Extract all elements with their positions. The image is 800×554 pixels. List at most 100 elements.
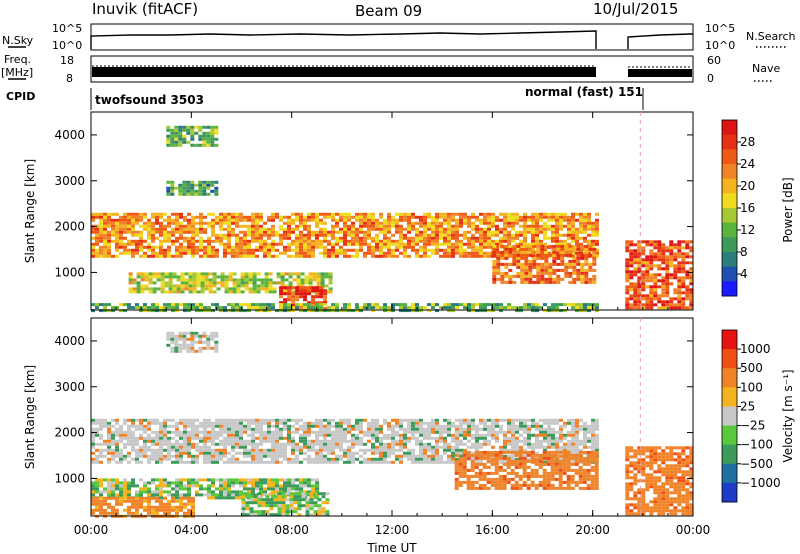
echo-cell xyxy=(174,137,179,141)
echo-cell xyxy=(183,478,187,482)
echo-cell xyxy=(447,445,451,449)
echo-cell xyxy=(277,498,282,502)
echo-cell xyxy=(143,215,147,219)
echo-cell xyxy=(359,230,363,234)
echo-cell xyxy=(395,433,399,437)
echo-cell xyxy=(179,508,183,512)
echo-cell xyxy=(275,433,279,437)
echo-cell xyxy=(123,418,127,422)
echo-cell xyxy=(228,287,233,291)
echo-cell xyxy=(677,267,682,271)
echo-cell xyxy=(210,183,215,187)
echo-cell xyxy=(243,218,247,222)
echo-cell xyxy=(544,280,549,284)
echo-cell xyxy=(524,271,529,275)
echo-cell xyxy=(443,448,447,452)
echo-cell xyxy=(689,246,694,250)
echo-cell xyxy=(291,457,295,461)
echo-cell xyxy=(419,460,423,464)
echo-cell xyxy=(283,445,287,449)
echo-cell xyxy=(583,306,587,310)
echo-cell xyxy=(319,454,323,458)
echo-cell xyxy=(167,424,171,428)
echo-cell xyxy=(645,294,650,298)
echo-cell xyxy=(285,492,290,496)
echo-cell xyxy=(287,433,291,437)
echo-cell xyxy=(681,267,686,271)
echo-cell xyxy=(503,218,507,222)
echo-cell xyxy=(479,242,483,246)
echo-cell xyxy=(475,448,479,452)
echo-cell xyxy=(375,424,379,428)
echo-cell xyxy=(288,281,293,285)
echo-cell xyxy=(207,457,211,461)
echo-cell xyxy=(186,189,191,193)
echo-cell xyxy=(147,487,151,491)
echo-cell xyxy=(483,212,487,216)
echo-cell xyxy=(257,495,262,499)
echo-cell xyxy=(144,284,149,288)
echo-cell xyxy=(243,454,247,458)
echo-cell xyxy=(151,439,155,443)
echo-cell xyxy=(645,240,650,244)
echo-cell xyxy=(359,242,363,246)
echo-cell xyxy=(540,274,545,278)
echo-cell xyxy=(115,496,119,500)
echo-cell xyxy=(576,256,581,260)
echo-cell xyxy=(199,227,203,231)
echo-cell xyxy=(147,221,151,225)
echo-cell xyxy=(507,448,511,452)
echo-cell xyxy=(259,303,263,307)
echo-cell xyxy=(186,192,191,196)
echo-cell xyxy=(119,230,123,234)
echo-cell xyxy=(563,436,567,440)
echo-cell xyxy=(247,239,251,243)
echo-cell xyxy=(319,251,323,255)
echo-cell xyxy=(139,236,143,240)
echo-cell xyxy=(275,442,279,446)
echo-cell xyxy=(403,436,407,440)
echo-cell xyxy=(431,236,435,240)
echo-cell xyxy=(115,227,119,231)
echo-cell xyxy=(272,287,277,291)
echo-cell xyxy=(471,233,475,237)
echo-cell xyxy=(551,433,555,437)
echo-cell xyxy=(479,306,483,310)
echo-cell xyxy=(427,236,431,240)
echo-cell xyxy=(299,448,303,452)
echo-cell xyxy=(223,251,227,255)
echo-cell xyxy=(653,252,658,256)
echo-cell xyxy=(170,131,175,135)
echo-cell xyxy=(147,233,151,237)
echo-cell xyxy=(363,218,367,222)
echo-cell xyxy=(403,418,407,422)
echo-cell xyxy=(323,309,327,313)
echo-cell xyxy=(427,457,431,461)
echo-cell xyxy=(483,233,487,237)
echo-cell xyxy=(315,484,319,488)
echo-cell xyxy=(399,239,403,243)
echo-cell xyxy=(179,418,183,422)
echo-cell xyxy=(232,284,237,288)
echo-cell xyxy=(427,254,431,258)
echo-cell xyxy=(188,275,193,279)
echo-cell xyxy=(291,254,295,258)
echo-cell xyxy=(447,212,451,216)
echo-cell xyxy=(515,242,519,246)
echo-cell xyxy=(435,309,439,313)
echo-cell xyxy=(223,309,227,313)
echo-cell xyxy=(151,481,155,485)
echo-cell xyxy=(331,433,335,437)
echo-cell xyxy=(555,309,559,313)
echo-cell xyxy=(103,242,107,246)
echo-cell xyxy=(275,230,279,234)
echo-cell xyxy=(451,460,455,464)
echo-cell xyxy=(311,298,316,302)
echo-cell xyxy=(291,218,295,222)
echo-cell xyxy=(528,277,533,281)
echo-cell xyxy=(355,439,359,443)
echo-cell xyxy=(560,259,565,263)
echo-cell xyxy=(127,505,131,509)
echo-cell xyxy=(207,487,211,491)
echo-cell xyxy=(523,439,527,443)
